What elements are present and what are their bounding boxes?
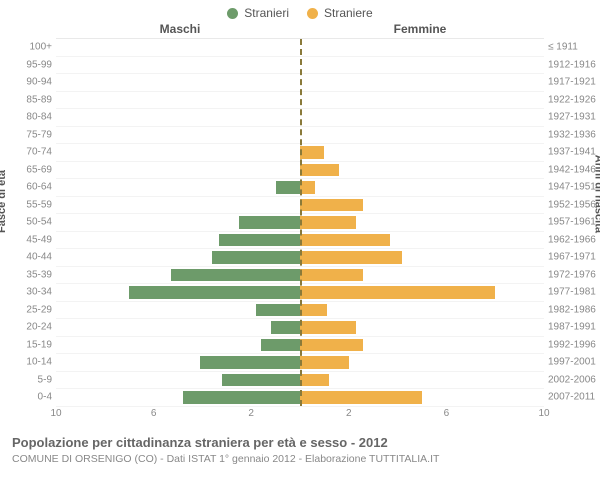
age-label: 100+ bbox=[12, 42, 52, 53]
bar-male bbox=[271, 321, 300, 334]
bar-male bbox=[239, 216, 300, 229]
birth-year-label: 1937-1941 bbox=[548, 147, 600, 158]
age-label: 5-9 bbox=[12, 374, 52, 385]
birth-year-label: 1927-1931 bbox=[548, 112, 600, 123]
birth-year-label: 1982-1986 bbox=[548, 304, 600, 315]
chart-title: Popolazione per cittadinanza straniera p… bbox=[12, 434, 590, 452]
column-headers: Maschi Femmine bbox=[0, 22, 600, 38]
birth-year-label: 1962-1966 bbox=[548, 234, 600, 245]
bar-male bbox=[256, 304, 300, 317]
xtick: 6 bbox=[151, 408, 157, 419]
birth-year-label: 1987-1991 bbox=[548, 322, 600, 333]
birth-year-label: 1967-1971 bbox=[548, 252, 600, 263]
xtick: 10 bbox=[50, 408, 61, 419]
bar-male bbox=[222, 374, 300, 387]
age-label: 85-89 bbox=[12, 94, 52, 105]
birth-year-label: 2002-2006 bbox=[548, 374, 600, 385]
age-label: 40-44 bbox=[12, 252, 52, 263]
header-female: Femmine bbox=[300, 22, 540, 36]
bar-female bbox=[300, 374, 329, 387]
age-label: 25-29 bbox=[12, 304, 52, 315]
age-label: 55-59 bbox=[12, 199, 52, 210]
bar-male bbox=[261, 339, 300, 352]
age-label: 15-19 bbox=[12, 339, 52, 350]
age-label: 80-84 bbox=[12, 112, 52, 123]
bar-male bbox=[276, 181, 300, 194]
legend-swatch-female bbox=[307, 8, 318, 19]
age-label: 30-34 bbox=[12, 287, 52, 298]
legend-swatch-male bbox=[227, 8, 238, 19]
bar-female bbox=[300, 146, 324, 159]
birth-year-label: 1997-2001 bbox=[548, 357, 600, 368]
age-label: 75-79 bbox=[12, 129, 52, 140]
birth-year-label: 1942-1946 bbox=[548, 164, 600, 175]
bar-female bbox=[300, 391, 422, 404]
birth-year-label: 1947-1951 bbox=[548, 182, 600, 193]
age-label: 70-74 bbox=[12, 147, 52, 158]
xtick: 6 bbox=[444, 408, 450, 419]
bar-male bbox=[200, 356, 300, 369]
birth-year-label: 1977-1981 bbox=[548, 287, 600, 298]
bar-male bbox=[212, 251, 300, 264]
bar-male bbox=[171, 269, 300, 282]
yaxis-label-left: Fasce di età bbox=[0, 170, 8, 233]
age-label: 0-4 bbox=[12, 392, 52, 403]
birth-year-label: 1957-1961 bbox=[548, 217, 600, 228]
bar-male bbox=[183, 391, 300, 404]
age-label: 90-94 bbox=[12, 77, 52, 88]
xaxis-left: 1062 bbox=[56, 408, 300, 428]
birth-year-label: 1952-1956 bbox=[548, 199, 600, 210]
xtick: 10 bbox=[538, 408, 549, 419]
age-label: 60-64 bbox=[12, 182, 52, 193]
chart-frame: Fasce di età Anni di nascita 100+≤ 19119… bbox=[0, 38, 600, 428]
age-label: 35-39 bbox=[12, 269, 52, 280]
birth-year-label: 1922-1926 bbox=[548, 94, 600, 105]
xtick: 2 bbox=[248, 408, 254, 419]
legend-item-female: Straniere bbox=[307, 6, 373, 20]
bar-female bbox=[300, 199, 363, 212]
bar-female bbox=[300, 286, 495, 299]
age-label: 20-24 bbox=[12, 322, 52, 333]
xtick: 2 bbox=[346, 408, 352, 419]
bar-female bbox=[300, 164, 339, 177]
legend-label-male: Stranieri bbox=[244, 6, 289, 20]
captions: Popolazione per cittadinanza straniera p… bbox=[0, 428, 600, 466]
bar-female bbox=[300, 356, 349, 369]
birth-year-label: ≤ 1911 bbox=[548, 42, 600, 53]
bar-female bbox=[300, 304, 327, 317]
bar-female bbox=[300, 181, 315, 194]
header-male: Maschi bbox=[60, 22, 300, 36]
legend-label-female: Straniere bbox=[324, 6, 373, 20]
bar-male bbox=[219, 234, 300, 247]
bar-female bbox=[300, 234, 390, 247]
birth-year-label: 2007-2011 bbox=[548, 392, 600, 403]
xaxis-right: 2610 bbox=[300, 408, 544, 428]
plot-area: 100+≤ 191195-991912-191690-941917-192185… bbox=[56, 38, 544, 406]
centerline bbox=[300, 39, 302, 406]
birth-year-label: 1932-1936 bbox=[548, 129, 600, 140]
bar-female bbox=[300, 216, 356, 229]
bar-male bbox=[129, 286, 300, 299]
age-label: 65-69 bbox=[12, 164, 52, 175]
birth-year-label: 1972-1976 bbox=[548, 269, 600, 280]
birth-year-label: 1917-1921 bbox=[548, 77, 600, 88]
bar-female bbox=[300, 269, 363, 282]
bar-female bbox=[300, 251, 402, 264]
birth-year-label: 1992-1996 bbox=[548, 339, 600, 350]
birth-year-label: 1912-1916 bbox=[548, 59, 600, 70]
xaxis: 1062 2610 bbox=[56, 408, 544, 428]
legend: Stranieri Straniere bbox=[0, 0, 600, 22]
bar-female bbox=[300, 339, 363, 352]
age-label: 10-14 bbox=[12, 357, 52, 368]
age-label: 95-99 bbox=[12, 59, 52, 70]
age-label: 45-49 bbox=[12, 234, 52, 245]
legend-item-male: Stranieri bbox=[227, 6, 289, 20]
bar-female bbox=[300, 321, 356, 334]
chart-subtitle: COMUNE DI ORSENIGO (CO) - Dati ISTAT 1° … bbox=[12, 452, 590, 466]
age-label: 50-54 bbox=[12, 217, 52, 228]
